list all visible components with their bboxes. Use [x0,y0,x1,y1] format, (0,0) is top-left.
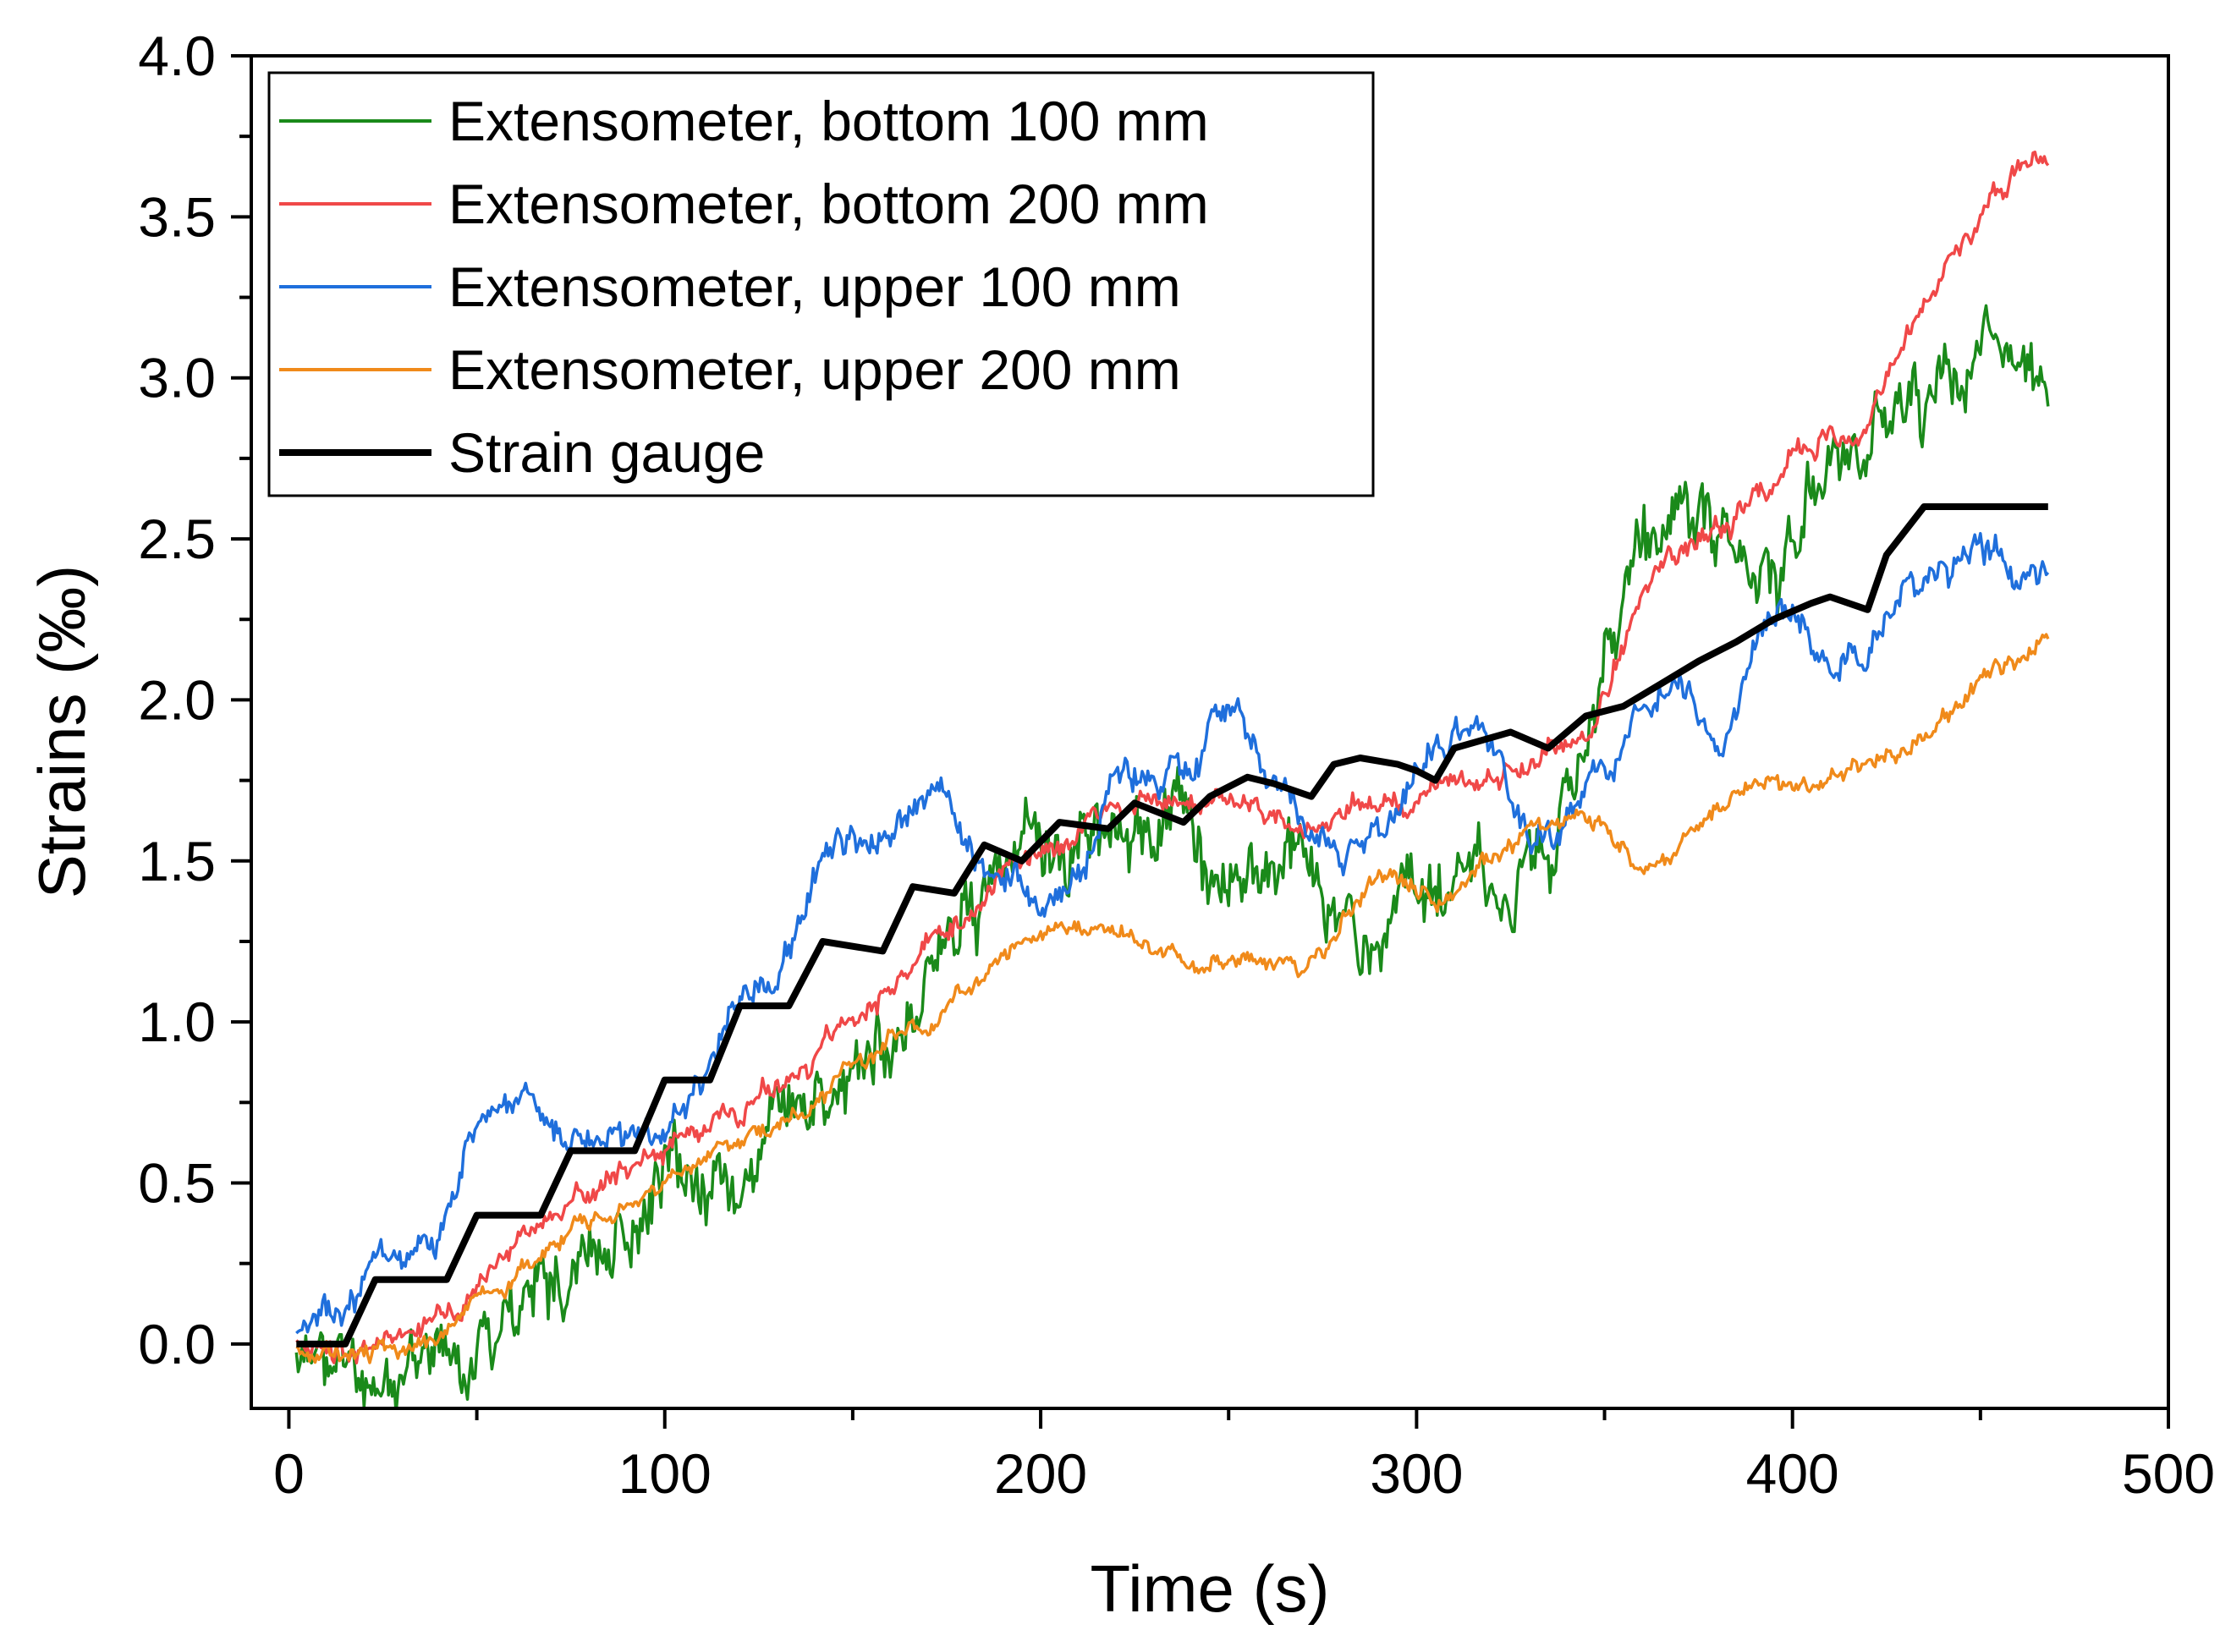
y-tick-label: 2.0 [138,668,216,731]
legend-label: Extensometer, bottom 100 mm [448,90,1209,152]
series-line-1 [295,151,2050,1365]
legend-label: Extensometer, upper 100 mm [448,255,1181,318]
x-tick-label: 200 [994,1442,1087,1505]
y-tick-label: 1.0 [138,991,216,1053]
legend-label: Extensometer, bottom 200 mm [448,173,1209,235]
series-line-2 [295,531,2050,1335]
series-layer [294,151,2050,1408]
series-line-0 [294,304,2050,1408]
y-tick-label: 3.5 [138,185,216,248]
y-axis-title: Strains (‰) [25,565,99,898]
legend-box [267,71,1375,497]
x-tick-label: 400 [1746,1442,1839,1505]
axes-layer: 0 100 200 300 400 500 0.0 0.5 1.0 1.5 2.0 2.5 3.0 3.5… [138,25,2215,1505]
x-tick-label: 300 [1370,1442,1463,1505]
series-line-3 [295,633,2050,1364]
x-tick-label: 500 [2122,1442,2215,1505]
y-tick-label: 2.5 [138,508,216,570]
plot-frame [250,54,2170,1410]
legend-label: Extensometer, upper 200 mm [448,338,1181,401]
x-tick-label: 0 [273,1442,305,1505]
y-tick-label: 1.5 [138,830,216,892]
y-tick-label: 4.0 [138,25,216,87]
y-tick-label: 0.5 [138,1152,216,1215]
legend-label: Strain gauge [448,421,765,484]
y-tick-label: 3.0 [138,347,216,409]
x-tick-label: 100 [618,1442,712,1505]
x-axis-title: Time (s) [1090,1551,1329,1626]
series-line-4 [296,503,2048,1347]
y-tick-label: 0.0 [138,1313,216,1375]
legend: Extensometer, bottom 100 mm Extensometer,… [267,71,1375,497]
